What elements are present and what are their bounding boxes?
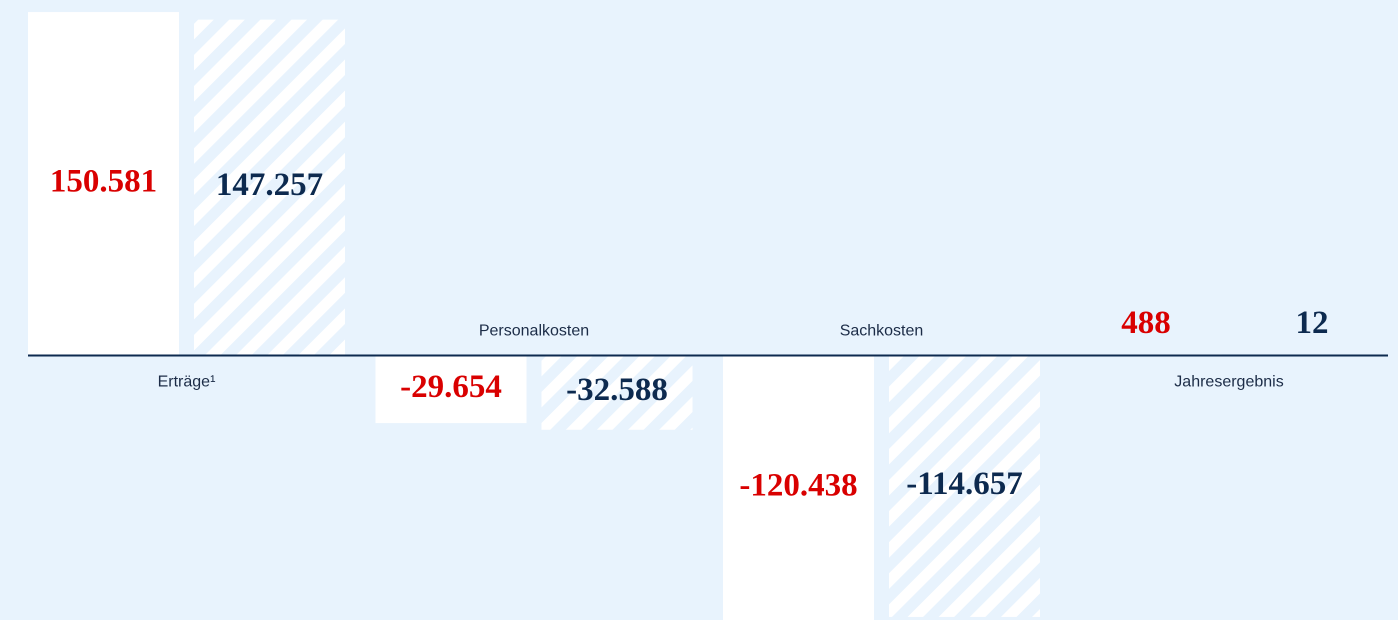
value-label: -29.654 (400, 369, 502, 405)
value-label: 12 (1296, 305, 1329, 341)
bar (375, 355, 527, 424)
category-label: Sachkosten (840, 323, 924, 340)
bars (28, 12, 1388, 620)
bar (723, 355, 874, 620)
value-label: 147.257 (216, 167, 323, 203)
value-label: -120.438 (739, 467, 857, 503)
category-label: Personalkosten (479, 323, 589, 340)
category-label: Jahresergebnis (1174, 374, 1283, 391)
bar (541, 355, 693, 430)
labels: 150.581 147.257 Erträge¹ -29.654 -32.588 Pers… (28, 163, 1388, 503)
category-label: Erträge¹ (158, 374, 216, 391)
bar (28, 12, 179, 356)
value-label: 150.581 (50, 163, 157, 199)
value-label: -32.588 (566, 372, 668, 408)
bar (889, 355, 1040, 617)
bar (194, 19, 345, 356)
value-label: 488 (1121, 305, 1171, 341)
value-label: -114.657 (906, 466, 1022, 502)
